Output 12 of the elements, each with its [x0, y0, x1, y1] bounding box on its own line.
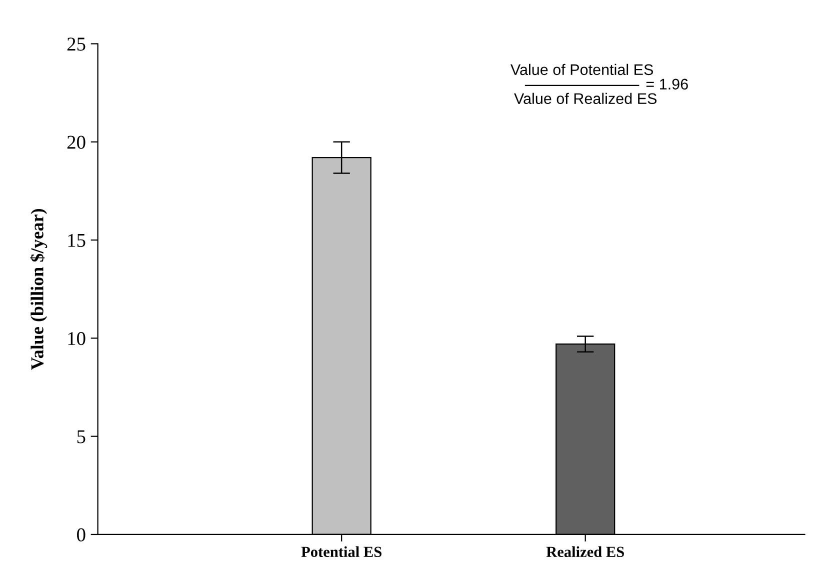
- annotation: Value of Realized ES: [514, 92, 657, 104]
- y-tick-label: 20: [67, 136, 86, 149]
- y-tick-label: 0: [77, 528, 86, 542]
- annotation: = 1.96: [646, 78, 688, 90]
- x-tick-label: Potential ES: [301, 546, 382, 558]
- y-tick-label: 10: [68, 332, 86, 346]
- y-axis-title: Value (billion $/year): [30, 208, 48, 370]
- y-tick-label: 25: [67, 38, 86, 51]
- y-tick-label: 15: [68, 234, 86, 247]
- x-tick-label: Realized ES: [546, 546, 624, 558]
- y-tick-label: 5: [77, 430, 86, 444]
- annotation: Value of Potential ES: [510, 64, 653, 76]
